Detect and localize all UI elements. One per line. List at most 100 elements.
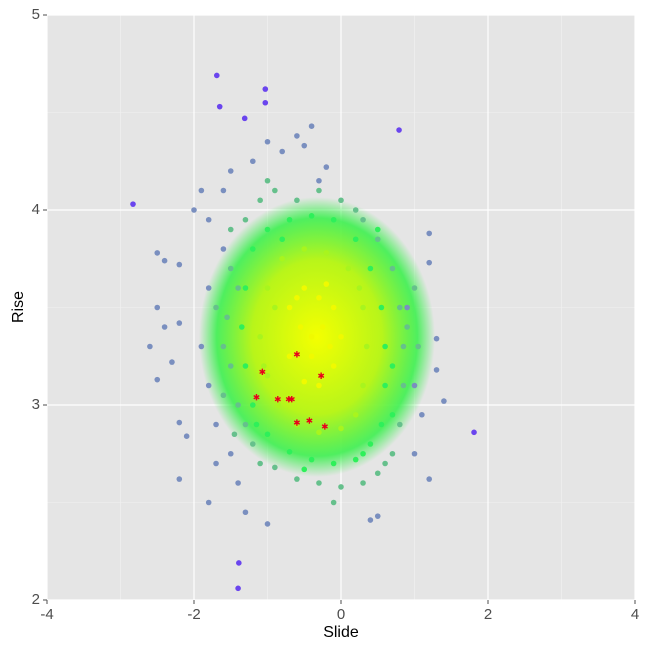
point — [294, 197, 300, 204]
point — [253, 394, 260, 401]
point — [318, 372, 325, 379]
point — [400, 343, 407, 350]
point — [404, 304, 410, 311]
point — [236, 560, 242, 566]
point — [224, 314, 230, 321]
point — [250, 246, 256, 252]
point — [264, 431, 271, 438]
point — [374, 226, 381, 233]
point — [374, 236, 381, 243]
point — [382, 382, 388, 389]
point — [308, 353, 315, 360]
point — [308, 213, 315, 219]
point — [176, 320, 183, 326]
point — [360, 304, 366, 311]
point — [400, 382, 407, 389]
point — [220, 392, 227, 399]
y-axis-title: Rise — [10, 291, 27, 323]
point — [272, 304, 278, 311]
point — [301, 246, 308, 252]
point — [308, 123, 315, 129]
point — [288, 395, 295, 403]
point — [220, 246, 227, 252]
point — [227, 168, 234, 174]
point — [323, 250, 330, 256]
point — [316, 294, 322, 301]
point — [235, 402, 241, 408]
point — [471, 429, 477, 436]
point — [227, 363, 234, 369]
point — [396, 127, 402, 133]
point — [411, 382, 418, 389]
point — [242, 509, 249, 516]
point — [415, 343, 421, 350]
point — [264, 521, 271, 527]
x-axis-title: Slide — [323, 624, 359, 641]
point — [191, 207, 197, 213]
density-glow — [199, 197, 435, 477]
point — [161, 324, 168, 330]
point — [382, 343, 388, 350]
point — [250, 402, 256, 408]
point — [308, 333, 315, 340]
point — [308, 456, 315, 463]
point — [294, 133, 300, 139]
x-tick-label: 0 — [337, 606, 345, 623]
point — [374, 470, 381, 477]
point — [205, 285, 212, 291]
point — [389, 265, 396, 272]
point — [397, 304, 403, 311]
point — [272, 187, 278, 194]
point — [389, 363, 396, 369]
point — [213, 460, 219, 467]
point — [242, 421, 249, 428]
point — [389, 411, 396, 418]
point — [235, 285, 241, 291]
point — [374, 513, 381, 519]
point — [367, 441, 374, 447]
point — [338, 197, 344, 204]
point — [382, 460, 388, 467]
point — [426, 476, 433, 482]
point — [264, 226, 271, 233]
point — [227, 450, 234, 457]
point — [419, 411, 425, 418]
point — [279, 236, 286, 243]
point — [301, 285, 308, 291]
point — [161, 257, 168, 264]
point — [235, 585, 241, 592]
point — [338, 425, 344, 432]
point — [183, 433, 190, 440]
point — [297, 324, 304, 330]
point — [338, 333, 344, 340]
point — [367, 265, 374, 272]
point — [213, 304, 219, 311]
point — [220, 343, 227, 350]
point — [213, 421, 219, 428]
y-tick-label: 2 — [32, 591, 40, 608]
point — [327, 343, 333, 350]
point — [264, 372, 271, 379]
point — [404, 324, 410, 330]
x-tick-label: -4 — [40, 606, 53, 623]
point — [356, 285, 363, 291]
point — [316, 480, 322, 486]
point — [330, 304, 337, 311]
point — [275, 402, 282, 408]
point — [205, 382, 212, 389]
point — [426, 259, 433, 266]
point — [389, 450, 396, 457]
point — [227, 265, 234, 272]
point — [213, 72, 220, 79]
point — [293, 419, 301, 426]
point — [294, 476, 300, 482]
point — [262, 86, 269, 92]
point — [433, 367, 440, 373]
point — [330, 216, 337, 223]
point — [205, 216, 212, 223]
point — [316, 177, 322, 184]
point — [154, 376, 161, 383]
point — [216, 103, 223, 110]
point — [257, 197, 263, 204]
